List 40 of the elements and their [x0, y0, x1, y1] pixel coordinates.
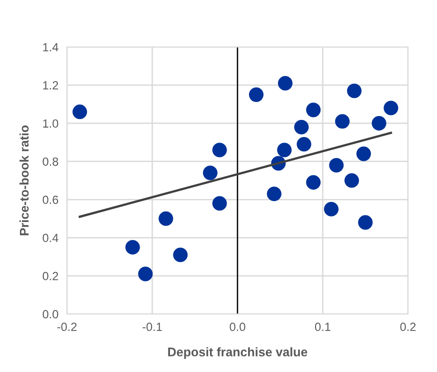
- point: [356, 146, 371, 162]
- y-tick-label: 0.4: [42, 234, 58, 242]
- point: [266, 186, 282, 202]
- point: [202, 166, 218, 180]
- point: [329, 158, 344, 173]
- point: [372, 116, 386, 131]
- point: [72, 104, 88, 120]
- y-tick-label: 0.8: [42, 157, 58, 166]
- point: [384, 100, 398, 116]
- point: [158, 211, 174, 226]
- point: [306, 175, 321, 190]
- x-tick-label: 0.0: [230, 322, 246, 332]
- point: [212, 196, 227, 211]
- point: [278, 76, 293, 91]
- y-tick-label: 1.0: [43, 119, 58, 128]
- point: [125, 240, 140, 255]
- y-tick-label: 0.0: [42, 310, 58, 318]
- point: [294, 120, 309, 134]
- point: [173, 248, 188, 262]
- x-axis-title: Deposit franchise value: [168, 347, 308, 359]
- x-tick-label: -0.1: [142, 322, 162, 332]
- point: [324, 202, 339, 216]
- x-tick-label: 0.2: [400, 322, 416, 332]
- y-tick-label: 1.2: [43, 81, 58, 90]
- y-axis-title: Price-to-book ratio: [19, 125, 29, 236]
- point: [347, 84, 362, 98]
- point: [335, 114, 350, 129]
- point: [248, 87, 264, 102]
- x-tick-label: 0.1: [315, 322, 330, 332]
- point: [212, 142, 227, 158]
- point: [306, 102, 321, 118]
- point: [358, 215, 373, 230]
- y-tick-label: 1.4: [43, 43, 58, 52]
- point: [296, 136, 312, 152]
- point: [277, 142, 292, 158]
- point: [138, 266, 153, 282]
- y-tick-label: 0.2: [42, 272, 58, 280]
- x-tick-label: -0.2: [57, 322, 77, 332]
- point: [344, 173, 360, 188]
- y-tick-label: 0.6: [42, 196, 58, 204]
